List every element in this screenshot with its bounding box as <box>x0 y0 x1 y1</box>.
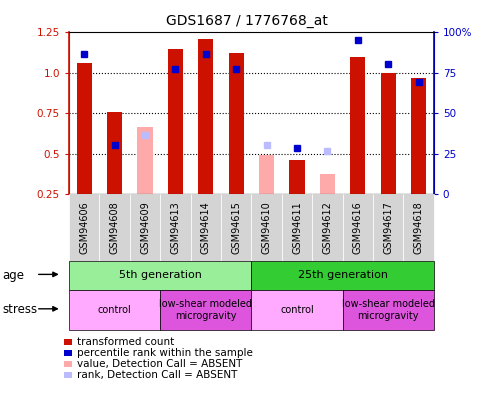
Bar <box>138 127 153 194</box>
Text: GSM94610: GSM94610 <box>262 201 272 254</box>
Text: control: control <box>280 305 314 315</box>
Text: GSM94609: GSM94609 <box>140 201 150 254</box>
Text: low-shear modeled
microgravity: low-shear modeled microgravity <box>159 299 252 321</box>
Bar <box>76 63 92 194</box>
Text: percentile rank within the sample: percentile rank within the sample <box>77 348 253 358</box>
Bar <box>107 112 122 194</box>
Text: stress: stress <box>2 303 37 316</box>
Text: value, Detection Call = ABSENT: value, Detection Call = ABSENT <box>77 359 242 369</box>
Text: GSM94606: GSM94606 <box>79 201 89 254</box>
Bar <box>168 49 183 194</box>
Text: 25th generation: 25th generation <box>298 271 387 280</box>
Text: 5th generation: 5th generation <box>119 271 202 280</box>
Bar <box>381 73 396 194</box>
Bar <box>350 57 365 194</box>
Text: GSM94615: GSM94615 <box>231 201 241 254</box>
Text: GSM94618: GSM94618 <box>414 201 423 254</box>
Text: control: control <box>98 305 132 315</box>
Bar <box>259 155 274 194</box>
Text: GSM94614: GSM94614 <box>201 201 211 254</box>
Bar <box>198 39 213 194</box>
Text: GSM94612: GSM94612 <box>322 201 332 254</box>
Text: GSM94617: GSM94617 <box>383 201 393 254</box>
Text: low-shear modeled
microgravity: low-shear modeled microgravity <box>342 299 435 321</box>
Text: GSM94616: GSM94616 <box>353 201 363 254</box>
Text: GSM94613: GSM94613 <box>171 201 180 254</box>
Bar <box>229 53 244 194</box>
Text: GSM94611: GSM94611 <box>292 201 302 254</box>
Text: age: age <box>2 269 25 282</box>
Text: GSM94608: GSM94608 <box>109 201 120 254</box>
Bar <box>320 174 335 194</box>
Text: transformed count: transformed count <box>77 337 174 347</box>
Bar <box>411 78 426 194</box>
Text: rank, Detection Call = ABSENT: rank, Detection Call = ABSENT <box>77 370 237 380</box>
Text: GDS1687 / 1776768_at: GDS1687 / 1776768_at <box>166 14 327 28</box>
Bar <box>289 160 305 194</box>
